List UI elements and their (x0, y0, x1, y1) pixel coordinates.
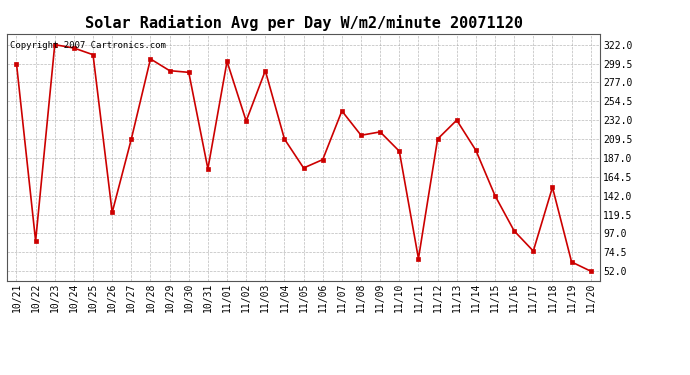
Title: Solar Radiation Avg per Day W/m2/minute 20071120: Solar Radiation Avg per Day W/m2/minute … (85, 15, 522, 31)
Text: Copyright 2007 Cartronics.com: Copyright 2007 Cartronics.com (10, 41, 166, 50)
